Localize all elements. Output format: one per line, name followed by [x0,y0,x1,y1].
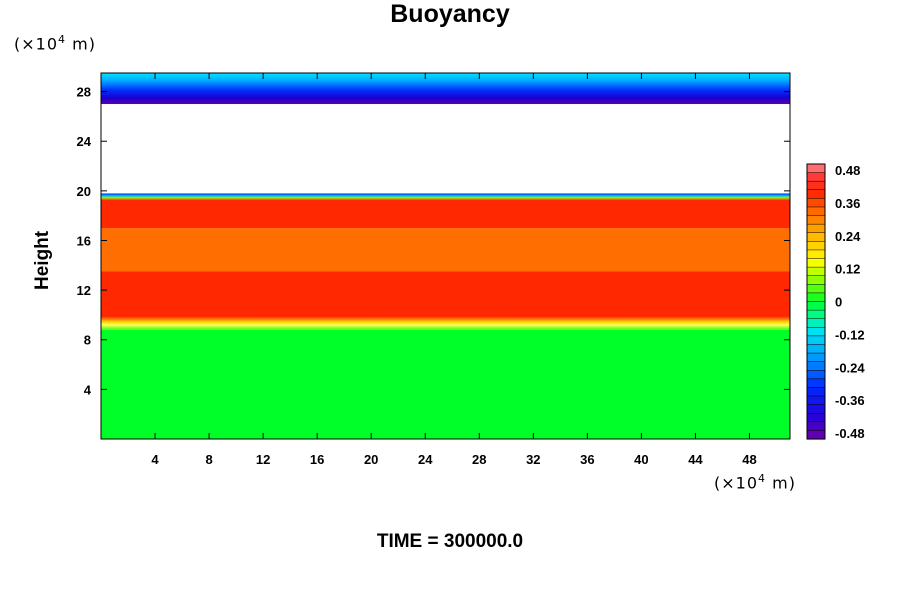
colorbar-band [807,387,825,397]
y-tick-label: 8 [84,333,91,348]
x-tick-label: 40 [634,452,648,467]
colorbar-band [807,267,825,277]
colorbar-band [807,172,825,182]
x-tick-label: 20 [364,452,378,467]
y-tick-label: 28 [77,85,91,100]
time-label: TIME = 300000.0 [376,531,524,552]
colorbar-band [807,310,825,320]
colorbar-band [807,353,825,363]
plot-frame [100,72,791,440]
y-tick-label: 12 [77,283,91,298]
colorbar-band [807,335,825,346]
colorbar-band [807,327,825,337]
colorbar-band [807,249,825,260]
colorbar-band [807,275,825,285]
layer-top-transition [101,193,790,200]
colorbar-band [807,189,825,199]
colorbar-band [807,224,825,234]
y-tick-label: 4 [84,382,92,397]
x-tick-label: 28 [472,452,486,467]
colorbar-band [807,430,825,440]
colorbar-label: 0.36 [835,196,860,211]
layer-interface [101,317,790,330]
colorbar-band [807,258,825,268]
colorbar-band [807,292,825,303]
colorbar-band [807,241,825,251]
colorbar-label: 0.48 [835,163,860,178]
x-tick-label: 16 [310,452,324,467]
plot-area [101,73,790,439]
colorbar-band [807,361,825,371]
colorbar-band [807,284,825,294]
y-tick-label: 20 [77,184,91,199]
layer-near-zero [101,329,790,439]
x-axis-unit: (×104 m) [714,472,796,493]
x-tick-label: 32 [526,452,540,467]
colorbar-band [807,206,825,217]
layer-undefined [101,104,790,194]
colorbar-label: -0.48 [835,426,865,441]
y-tick-label: 24 [77,134,92,149]
colorbar-band [807,181,825,191]
colorbar-label: -0.24 [835,360,865,375]
colorbar-label: 0 [835,295,842,310]
colorbar-label: -0.12 [835,327,865,342]
colorbar-band [807,421,825,432]
x-tick-label: 36 [580,452,594,467]
layer-upper-cold [101,73,790,105]
colorbar-band [807,301,825,311]
colorbar-label: 0.12 [835,262,860,277]
colorbar-band [807,413,825,423]
y-tick-label: 16 [77,233,91,248]
colorbar-band [807,164,825,174]
chart-title: Buoyancy [390,0,510,28]
y-axis: 4 8 12 16 20 24 28 [77,85,790,397]
x-tick-label: 44 [688,452,703,467]
colorbar-band [807,396,825,406]
colorbar-band [807,370,825,380]
colorbar-label: 0.24 [835,229,861,244]
colorbar: 0.48 0.36 0.24 0.12 0 -0.12 -0.24 -0.36 -0.48 [806,163,865,441]
colorbar-band [807,404,825,414]
colorbar-label: -0.36 [835,393,865,408]
colorbar-band [807,215,825,225]
colorbar-band [807,232,825,242]
colorbar-band [807,198,825,208]
colorbar-frame [806,163,826,440]
x-tick-label: 8 [205,452,212,467]
layer-mid-warm [101,228,790,272]
x-tick-label: 48 [742,452,756,467]
colorbar-band [807,344,825,354]
colorbar-band [807,378,825,389]
x-axis: 4 8 12 16 20 24 28 32 36 40 44 48 [151,73,757,467]
layer-upper-warm [101,199,790,229]
colorbar-band [807,318,825,328]
x-tick-label: 4 [151,452,159,467]
x-tick-label: 24 [418,452,433,467]
layer-lower-warm [101,271,790,318]
x-tick-label: 12 [256,452,270,467]
y-axis-unit: (×104 m) [14,33,96,54]
